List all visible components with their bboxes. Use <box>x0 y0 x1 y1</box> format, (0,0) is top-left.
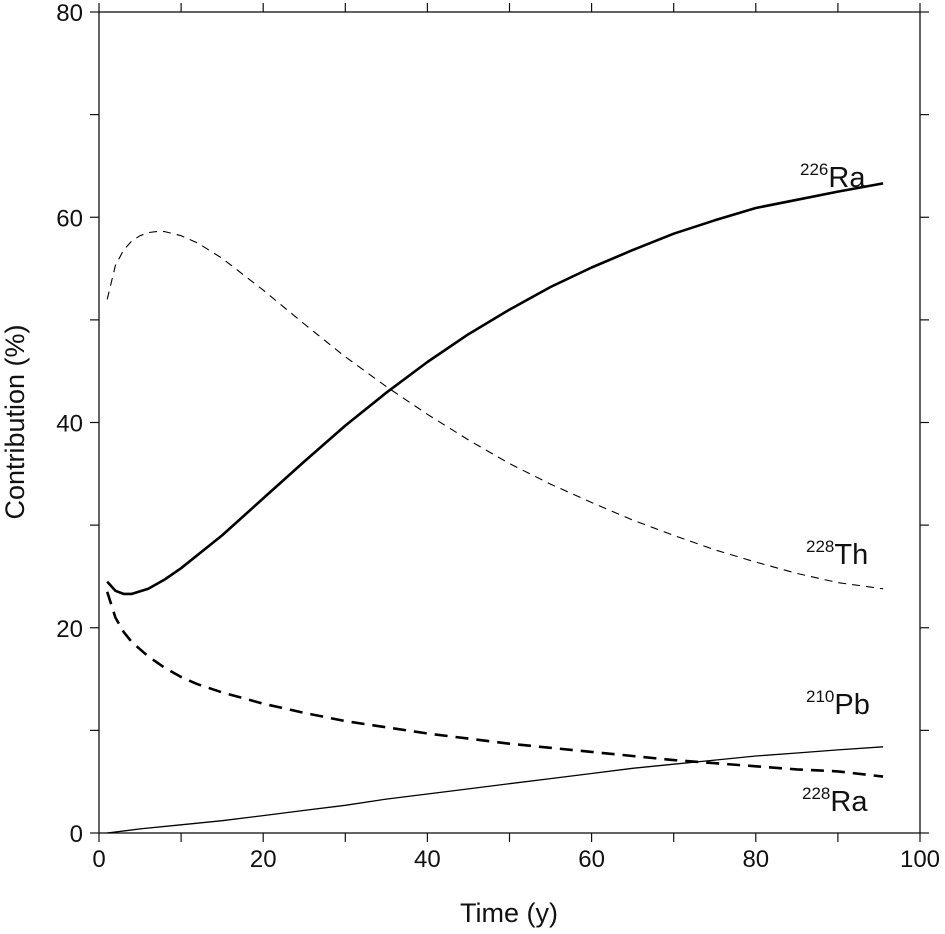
x-tick-label: 80 <box>742 846 769 873</box>
y-tick-label: 0 <box>70 821 83 848</box>
x-tick-label: 0 <box>92 846 105 873</box>
y-tick-label: 40 <box>56 411 83 438</box>
y-axis-label: Contribution (%) <box>0 324 30 519</box>
series-line-210pb <box>107 746 884 834</box>
axis-tick-labels: 0 20 40 60 80 100 0 20 40 60 80 <box>56 0 940 873</box>
x-tick-label: 60 <box>578 846 605 873</box>
series-label-226ra: 226Ra <box>800 160 866 194</box>
x-tick-label: 40 <box>414 846 441 873</box>
axis-ticks <box>90 3 929 842</box>
x-tick-label: 100 <box>900 846 940 873</box>
series-line-228ra <box>105 591 884 778</box>
series-label-228th: 228Th <box>806 537 868 571</box>
series-lines <box>105 182 884 834</box>
series-label-228ra: 228Ra <box>802 784 868 818</box>
y-tick-label: 60 <box>56 205 83 232</box>
x-axis-label: Time (y) <box>460 898 558 928</box>
plot-frame <box>98 11 921 834</box>
x-tick-label: 20 <box>250 846 277 873</box>
series-line-228th <box>106 231 884 590</box>
series-line-226ra <box>106 182 884 596</box>
series-labels: 226Ra 228Th 210Pb 228Ra <box>800 160 870 818</box>
y-tick-label: 80 <box>56 0 83 27</box>
y-tick-label: 20 <box>56 616 83 643</box>
series-label-210pb: 210Pb <box>806 687 870 721</box>
